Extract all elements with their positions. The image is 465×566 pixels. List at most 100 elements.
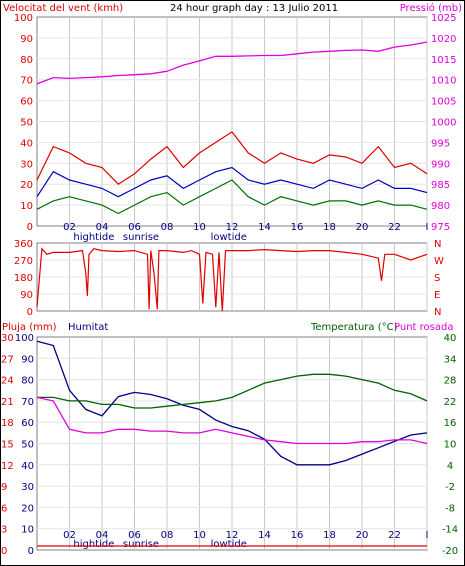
rain-y-tick-label: 0 — [1, 546, 7, 557]
x-annotation-hightide: hightide — [73, 539, 114, 550]
x-tick-label: 08 — [161, 222, 174, 233]
rain-y-tick-label: 30 — [1, 333, 14, 344]
pressure-y-tick-label: 1015 — [431, 55, 456, 66]
x-tick-label: 14 — [258, 222, 271, 233]
x-tick-label: 20 — [356, 222, 369, 233]
x-tick-label: 22 — [388, 222, 401, 233]
temperature-y-tick-label: -20 — [442, 546, 458, 557]
x-tick-label: 14 — [258, 530, 271, 541]
humidity-y-tick-label: 80 — [21, 376, 34, 387]
x-annotation-sunrise: sunrise — [123, 539, 159, 550]
pressure-y-tick-label: 980 — [431, 201, 450, 212]
series-line-average — [36, 166, 428, 198]
rain-y-tick-label: 3 — [1, 525, 7, 536]
humidity-axis-title: Humitat — [68, 322, 108, 333]
pressure-y-tick-label: 975 — [431, 222, 450, 233]
rain-y-tick-label: 9 — [1, 482, 7, 493]
temperature-y-tick-label: -8 — [445, 503, 455, 514]
temperature-y-tick-label: 40 — [444, 333, 457, 344]
x-tick-label: I — [426, 530, 429, 541]
temperature-y-tick-label: 34 — [444, 354, 457, 365]
rain-y-tick-label: 6 — [1, 503, 7, 514]
rain-y-tick-label: 18 — [1, 418, 14, 429]
x-tick-label: 04 — [96, 222, 109, 233]
wind-y-tick-label: 50 — [20, 118, 33, 129]
temperature-y-tick-label: -2 — [445, 482, 455, 493]
direction-y-tick-label: 180 — [14, 273, 33, 284]
wind-axis-title: Velocitat del vent (kmh) — [3, 3, 123, 14]
x-annotation-lowtide: lowtide — [211, 232, 247, 243]
pressure-y-tick-label: 1020 — [431, 34, 456, 45]
humidity-temperature-panel: 3027242118151296301009080706050403020100… — [1, 333, 458, 557]
wind-y-tick-label: 20 — [20, 180, 33, 191]
wind-y-tick-label: 90 — [20, 34, 33, 45]
x-tick-label: 16 — [291, 530, 304, 541]
rain-y-tick-label: 21 — [1, 397, 14, 408]
x-tick-label: 18 — [323, 530, 336, 541]
pressure-y-tick-label: 1000 — [431, 118, 456, 129]
wind-y-tick-label: 30 — [20, 159, 33, 170]
series-line-pressure — [36, 41, 428, 85]
humidity-y-tick-label: 10 — [21, 525, 34, 536]
wind-y-tick-label: 40 — [20, 138, 33, 149]
direction-y-tick-label: 360 — [14, 239, 33, 250]
humidity-y-tick-label: 0 — [28, 546, 34, 557]
temperature-y-tick-label: -14 — [442, 525, 458, 536]
humidity-y-tick-label: 50 — [21, 440, 34, 451]
series-line-minimum — [36, 179, 428, 215]
rain-y-tick-label: 27 — [1, 354, 14, 365]
series-line-gust — [36, 131, 428, 185]
x-tick-label: 02 — [63, 222, 76, 233]
direction-y-tick-label: 270 — [14, 256, 33, 267]
pressure-y-tick-label: 1010 — [431, 76, 456, 87]
pressure-y-tick-label: 985 — [431, 180, 450, 191]
x-tick-label: 20 — [356, 530, 369, 541]
x-annotation-hightide: hightide — [73, 232, 114, 243]
direction-y-tick-label: 90 — [20, 290, 33, 301]
temperature-axis-title: Temperatura (°C) — [310, 322, 398, 333]
series-line-wind-direction — [36, 247, 428, 312]
pressure-y-tick-label: 1025 — [431, 13, 456, 24]
x-tick-label: 16 — [291, 222, 304, 233]
rain-y-tick-label: 24 — [1, 376, 14, 387]
wind-y-tick-label: 80 — [20, 55, 33, 66]
pressure-y-tick-label: 990 — [431, 159, 450, 170]
x-tick-label: I — [426, 222, 429, 233]
x-tick-label: 04 — [96, 530, 109, 541]
humidity-y-tick-label: 90 — [21, 354, 34, 365]
humidity-y-tick-label: 60 — [21, 418, 34, 429]
wind-y-tick-label: 10 — [20, 201, 33, 212]
x-annotation-lowtide: lowtide — [211, 539, 247, 550]
wind-y-tick-label: 100 — [14, 13, 33, 24]
x-tick-label: 06 — [128, 530, 141, 541]
rain-y-tick-label: 12 — [1, 461, 14, 472]
humidity-y-tick-label: 70 — [21, 397, 34, 408]
temperature-y-tick-label: 22 — [444, 397, 457, 408]
x-tick-label: 06 — [128, 222, 141, 233]
wind-y-tick-label: 70 — [20, 76, 33, 87]
temperature-y-tick-label: 28 — [444, 376, 457, 387]
humidity-y-tick-label: 40 — [21, 461, 34, 472]
compass-label: N — [434, 239, 441, 250]
x-tick-label: 18 — [323, 222, 336, 233]
wind-y-tick-label: 60 — [20, 97, 33, 108]
compass-label: E — [434, 290, 440, 301]
x-tick-label: 10 — [193, 222, 206, 233]
pressure-y-tick-label: 1005 — [431, 97, 456, 108]
x-tick-label: 08 — [161, 530, 174, 541]
humidity-y-tick-label: 30 — [21, 482, 34, 493]
temperature-y-tick-label: 4 — [447, 461, 453, 472]
x-tick-label: 02 — [63, 530, 76, 541]
direction-y-tick-label: 0 — [27, 307, 33, 318]
chart-title: 24 hour graph day : 13 Julio 2011 — [170, 3, 338, 14]
pressure-y-tick-label: 995 — [431, 138, 450, 149]
humidity-y-tick-label: 100 — [15, 333, 34, 344]
dewpoint-axis-title: Punt rosada — [394, 322, 453, 333]
compass-label: S — [434, 273, 440, 284]
pressure-axis-title: Pressió (mb) — [400, 2, 462, 14]
series-line-temperatura — [37, 373, 428, 409]
x-tick-label: 12 — [226, 222, 239, 233]
temperature-y-tick-label: 10 — [444, 440, 457, 451]
